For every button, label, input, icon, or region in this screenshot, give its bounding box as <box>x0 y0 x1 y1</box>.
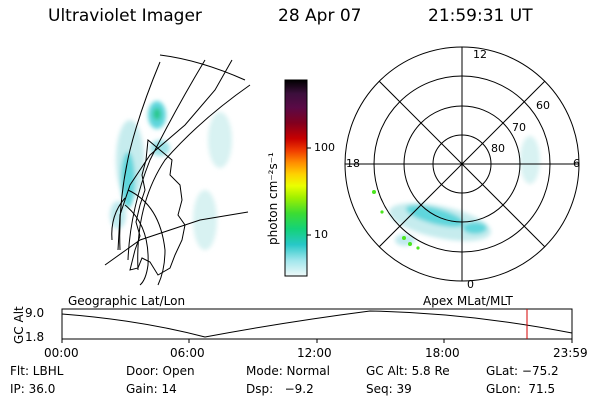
altitude-xtick-4: 23:59 <box>553 346 588 360</box>
colorbar-tick-label-10: 10 <box>314 228 328 241</box>
altitude-plot-frame <box>61 308 573 340</box>
lat-label-70: 70 <box>512 121 526 134</box>
observation-time: 21:59:31 UT <box>428 6 533 26</box>
dsp-info: Dsp: −9.2 <box>246 382 314 396</box>
lat-label-60: 60 <box>536 99 550 112</box>
seq-info: Seq: 39 <box>366 382 412 396</box>
geo-coastline <box>129 139 186 276</box>
altitude-xtick-0: 00:00 <box>44 346 79 360</box>
polar-aurora-emission <box>389 136 540 246</box>
instrument-title: Ultraviolet Imager <box>48 6 202 26</box>
colorbar-tick-label-100: 100 <box>314 141 335 154</box>
altitude-xtick-2: 12:00 <box>297 346 332 360</box>
glon-info: GLon: 71.5 <box>486 382 556 396</box>
observation-date: 28 Apr 07 <box>278 6 362 26</box>
altitude-xtick-3: 18:00 <box>425 346 460 360</box>
colorbar-gradient <box>284 79 308 277</box>
ip-info: IP: 36.0 <box>10 382 56 396</box>
gc-alt-info: GC Alt: 5.8 Re <box>366 364 450 378</box>
filter-info: Flt: LBHL <box>10 364 64 378</box>
geo-projection-label: Geographic Lat/Lon <box>68 294 186 308</box>
altitude-curve <box>61 310 573 338</box>
mode-info: Mode: Normal <box>246 364 330 378</box>
polar-grid <box>344 46 580 282</box>
polar-green-dots <box>372 190 420 250</box>
altitude-xtick-1: 06:00 <box>170 346 205 360</box>
altitude-ylabel: GC Alt <box>12 306 26 344</box>
mlt-label-right: 6 <box>573 157 580 170</box>
gain-info: Gain: 14 <box>126 382 177 396</box>
glat-info: GLat: −75.2 <box>486 364 559 378</box>
altitude-ytick-bottom: 1.8 <box>25 330 45 344</box>
colorbar <box>284 79 311 277</box>
altitude-ytick-top: 9.0 <box>25 306 45 320</box>
altitude-x-ticks <box>61 339 573 343</box>
door-info: Door: Open <box>126 364 195 378</box>
apex-projection-label: Apex MLat/MLT <box>423 294 513 308</box>
mlt-label-top: 12 <box>473 48 487 61</box>
mlt-label-left: 18 <box>346 157 360 170</box>
lat-label-80: 80 <box>491 142 505 155</box>
mlt-label-bottom: 0 <box>467 278 474 291</box>
